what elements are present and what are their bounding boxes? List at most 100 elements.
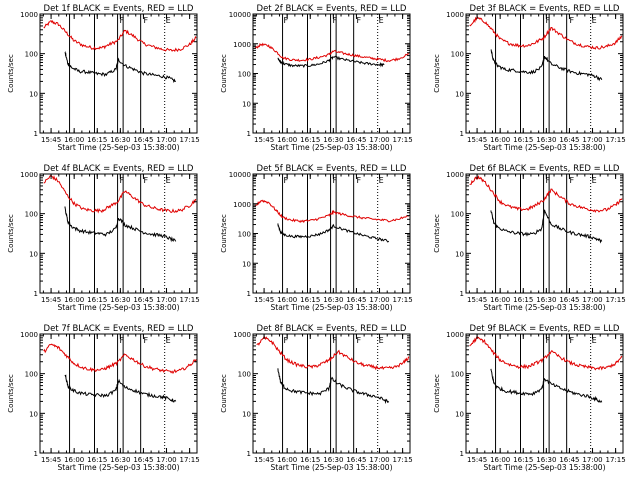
series-events	[277, 55, 385, 69]
x-tick-label: 15:45	[41, 136, 61, 144]
y-tick-label: 10	[29, 250, 38, 258]
series-events	[277, 223, 390, 243]
plot-frame	[465, 173, 624, 294]
marker-label: F	[546, 16, 551, 25]
y-tick-label: 10000	[229, 11, 251, 19]
x-tick-label: 17:00	[156, 456, 176, 464]
series-lld	[43, 343, 197, 375]
x-tick-label: 17:15	[606, 456, 626, 464]
x-tick-label: 16:30	[323, 136, 343, 144]
x-tick-label: 16:30	[323, 456, 343, 464]
y-axis-label: Counts/sec	[220, 214, 228, 253]
marker-label: F	[144, 336, 149, 345]
y-tick-label: 1000	[446, 11, 464, 19]
x-tick-label: 17:15	[606, 136, 626, 144]
marker-label: F	[546, 176, 551, 185]
marker-label: E	[166, 336, 171, 345]
y-axis-label: Counts/sec	[220, 374, 228, 413]
marker-label: E	[166, 16, 171, 25]
plot-frame	[252, 13, 411, 134]
panel-title: Det 2f BLACK = Events, RED = LLD	[257, 4, 407, 14]
x-tick-label: 17:00	[156, 136, 176, 144]
panel-6: Det 6f BLACK = Events, RED = LLD F F E 1 10 10…	[433, 164, 626, 312]
series-lld	[469, 174, 623, 213]
x-tick-label: 16:45	[346, 296, 366, 304]
marker-label: E	[379, 16, 384, 25]
x-tick-label: 16:00	[490, 136, 510, 144]
series-events	[64, 51, 176, 84]
x-tick-label: 16:15	[87, 136, 107, 144]
x-tick-label: 16:45	[133, 296, 153, 304]
y-tick-label: 10	[455, 250, 464, 258]
y-tick-label: 1000	[20, 171, 38, 179]
x-tick-label: 17:00	[369, 456, 389, 464]
x-tick-label: 16:15	[513, 136, 533, 144]
x-tick-label: 15:45	[41, 296, 61, 304]
marker-label: F	[333, 16, 338, 25]
series-lld	[254, 42, 410, 63]
x-tick-label: 16:00	[64, 456, 84, 464]
y-tick-label: 100	[451, 371, 464, 379]
x-tick-label: 16:15	[300, 296, 320, 304]
x-tick-label: 16:15	[87, 456, 107, 464]
y-tick-label: 1000	[233, 201, 251, 209]
y-tick-label: 10	[29, 90, 38, 98]
marker-label: F	[284, 336, 289, 345]
marker-label: E	[592, 176, 597, 185]
y-tick-label: 10	[455, 90, 464, 98]
y-tick-label: 100	[238, 231, 251, 239]
y-tick-label: 1	[247, 130, 251, 138]
plot-frame	[252, 173, 411, 294]
series-lld	[43, 20, 197, 52]
y-tick-label: 1000	[446, 171, 464, 179]
x-tick-label: 17:15	[180, 456, 200, 464]
panel-title: Det 7f BLACK = Events, RED = LLD	[44, 324, 194, 334]
x-tick-label: 17:15	[393, 296, 413, 304]
panel-title: Det 4f BLACK = Events, RED = LLD	[44, 164, 194, 174]
y-tick-label: 10	[29, 410, 38, 418]
marker-label: F	[120, 336, 125, 345]
x-axis-label: Start Time (25-Sep-03 15:38:00)	[271, 143, 393, 152]
x-axis-label: Start Time (25-Sep-03 15:38:00)	[484, 463, 606, 472]
x-tick-label: 16:30	[110, 296, 130, 304]
y-axis-label: Counts/sec	[7, 214, 15, 253]
x-tick-label: 16:15	[300, 136, 320, 144]
series-events	[64, 206, 177, 243]
marker-label: E	[592, 16, 597, 25]
marker-label: F	[284, 176, 289, 185]
x-tick-label: 15:45	[254, 296, 274, 304]
series-events	[64, 374, 177, 403]
x-axis-label: Start Time (25-Sep-03 15:38:00)	[58, 143, 180, 152]
series-lld	[256, 335, 410, 371]
plot-frame	[39, 333, 198, 454]
marker-label: F	[357, 336, 362, 345]
y-axis-label: Counts/sec	[7, 54, 15, 93]
marker-label: F	[570, 336, 575, 345]
x-tick-label: 16:00	[490, 296, 510, 304]
series-lld	[469, 335, 623, 371]
marker-label: E	[592, 336, 597, 345]
plot-frame	[465, 333, 624, 454]
y-tick-label: 1	[460, 130, 464, 138]
y-tick-label: 100	[25, 51, 38, 59]
x-tick-label: 16:45	[559, 296, 579, 304]
series-lld	[43, 174, 197, 214]
x-tick-label: 17:15	[180, 296, 200, 304]
plot-frame	[39, 13, 198, 134]
y-tick-label: 100	[238, 371, 251, 379]
marker-label: E	[379, 336, 384, 345]
x-tick-label: 16:30	[110, 136, 130, 144]
panel-title: Det 9f BLACK = Events, RED = LLD	[470, 324, 620, 334]
marker-label: F	[333, 176, 338, 185]
y-tick-label: 1000	[233, 41, 251, 49]
x-tick-label: 15:45	[254, 456, 274, 464]
x-tick-label: 15:45	[254, 136, 274, 144]
x-tick-label: 16:00	[277, 456, 297, 464]
x-tick-label: 16:30	[323, 296, 343, 304]
x-axis-label: Start Time (25-Sep-03 15:38:00)	[271, 303, 393, 312]
y-tick-label: 1	[460, 290, 464, 298]
marker-label: F	[120, 16, 125, 25]
marker-label: F	[357, 16, 362, 25]
x-tick-label: 17:00	[582, 456, 602, 464]
x-tick-label: 16:30	[536, 296, 556, 304]
